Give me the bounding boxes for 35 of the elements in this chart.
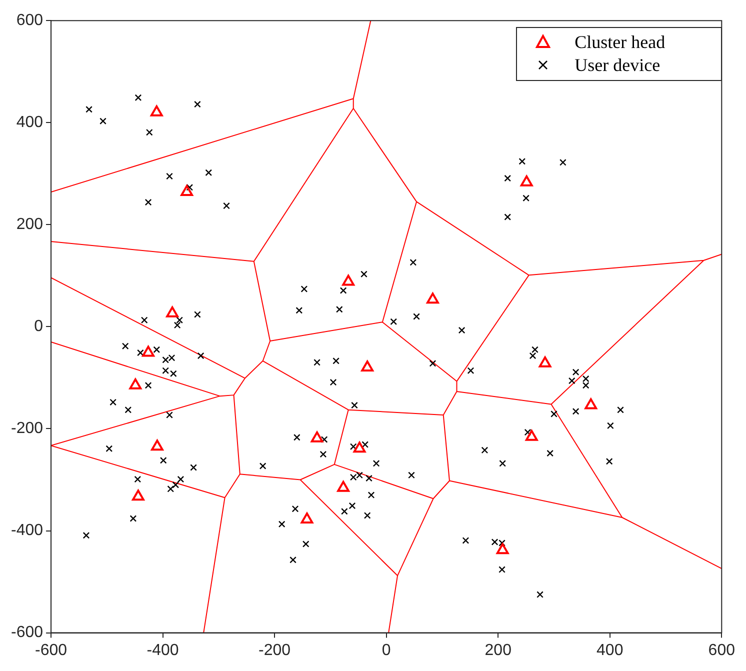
point xyxy=(166,306,178,318)
point xyxy=(520,175,533,186)
x-tick-label: 400 xyxy=(596,642,624,659)
x-tick-label: 0 xyxy=(382,642,391,659)
point xyxy=(353,442,366,453)
point xyxy=(584,398,598,410)
point xyxy=(300,512,314,524)
x-tick-label: -600 xyxy=(35,642,68,659)
y-tick-label: -400 xyxy=(10,522,44,540)
point xyxy=(342,274,355,286)
point xyxy=(129,378,142,390)
y-tick-label: 0 xyxy=(34,318,44,336)
x-tick-label: 200 xyxy=(484,642,512,659)
point xyxy=(142,346,154,357)
x-tick-label: -400 xyxy=(146,642,179,659)
point xyxy=(180,185,194,196)
point xyxy=(525,430,538,441)
point xyxy=(132,490,144,501)
y-tick-label: 200 xyxy=(16,216,44,234)
point xyxy=(496,543,509,554)
point xyxy=(150,105,163,116)
y-tick-label: -600 xyxy=(10,624,44,642)
x-tick-label: -200 xyxy=(258,642,291,659)
legend-label: User device xyxy=(574,54,660,77)
point xyxy=(426,292,439,304)
point xyxy=(538,356,552,368)
x-tick-label: 600 xyxy=(708,642,736,659)
y-tick-label: 600 xyxy=(16,12,44,30)
point xyxy=(337,480,350,492)
legend-label: Cluster head xyxy=(574,30,666,54)
point xyxy=(151,440,164,451)
point xyxy=(361,360,374,372)
y-tick-label: 400 xyxy=(16,114,44,132)
point xyxy=(310,431,324,442)
y-tick-label: -200 xyxy=(10,420,44,438)
